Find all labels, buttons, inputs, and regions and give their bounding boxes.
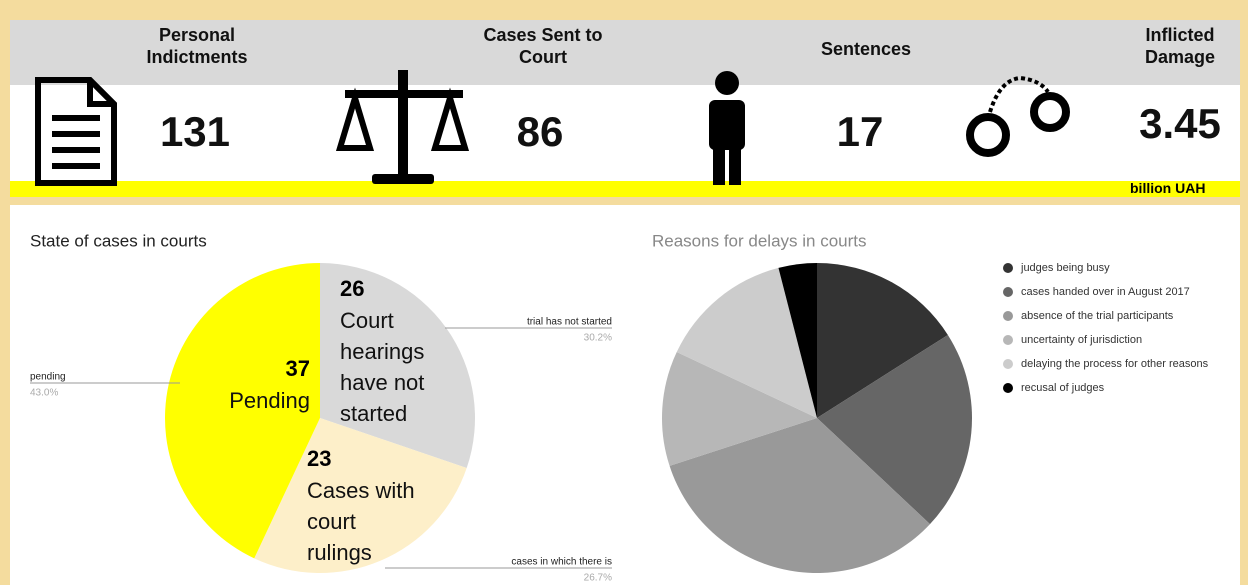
- slice-label: Pending: [229, 388, 310, 413]
- stat-unit: billion UAH: [1130, 180, 1206, 196]
- stat-value: 86: [516, 108, 564, 155]
- pie-slice: [254, 418, 467, 573]
- header-band: [10, 20, 1240, 85]
- pie-slice: [817, 334, 972, 525]
- chart-title: Reasons for delays in courts: [652, 231, 867, 250]
- stat-label: Cases Sent to Court: [483, 25, 603, 67]
- stat-label: Inflicted Damage: [1144, 25, 1216, 67]
- legend-label: uncertainty of jurisdiction: [1021, 334, 1142, 346]
- slice-category: pending: [30, 372, 66, 383]
- slice-label: started: [340, 401, 407, 426]
- slice-label: have not: [340, 370, 424, 395]
- pie-slice: [164, 263, 320, 559]
- person-icon: [709, 71, 745, 185]
- pie-slice: [676, 267, 817, 418]
- slice-category: trial has not started: [527, 317, 612, 328]
- scales-icon: [335, 70, 470, 184]
- chart-title: State of cases in courts: [30, 231, 207, 250]
- legend-swatch: [1003, 287, 1013, 297]
- document-icon: [35, 77, 117, 186]
- stat-value: 17: [836, 108, 884, 155]
- legend-label: recusal of judges: [1021, 382, 1105, 394]
- slice-label: hearings: [340, 339, 424, 364]
- legend-label: cases handed over in August 2017: [1021, 286, 1190, 298]
- legend-label: judges being busy: [1020, 262, 1110, 274]
- legend-swatch: [1003, 335, 1013, 345]
- legend-label: absence of the trial participants: [1021, 310, 1174, 322]
- slice-category: cases in which there is: [511, 557, 612, 568]
- pie-slice: [778, 263, 817, 418]
- pie-slice: [662, 352, 817, 466]
- slice-label: court: [307, 509, 356, 534]
- stat-label: Personal Indictments: [146, 25, 248, 67]
- stat-value: 131: [159, 108, 231, 155]
- pie-slice: [817, 263, 948, 418]
- slice-percent: 43.0%: [30, 388, 58, 399]
- pie-slice: [669, 418, 930, 573]
- slice-value: 23: [307, 446, 331, 471]
- stat-value: 3.45: [1139, 100, 1221, 147]
- handcuffs-icon: [966, 75, 1070, 157]
- slice-value: 37: [286, 356, 310, 381]
- legend-swatch: [1003, 383, 1013, 393]
- legend-swatch: [1003, 311, 1013, 321]
- yellow-band: [10, 181, 1240, 197]
- legend-swatch: [1003, 359, 1013, 369]
- stat-label: Sentences: [820, 39, 912, 59]
- slice-label: Cases with: [307, 478, 415, 503]
- slice-label: Court: [340, 308, 394, 333]
- legend-swatch: [1003, 263, 1013, 273]
- slice-percent: 30.2%: [584, 333, 612, 344]
- pie-slice: [320, 263, 475, 469]
- slice-label: rulings: [307, 540, 372, 565]
- slice-percent: 26.7%: [584, 573, 612, 584]
- slice-value: 26: [340, 276, 364, 301]
- legend-label: delaying the process for other reasons: [1021, 358, 1209, 370]
